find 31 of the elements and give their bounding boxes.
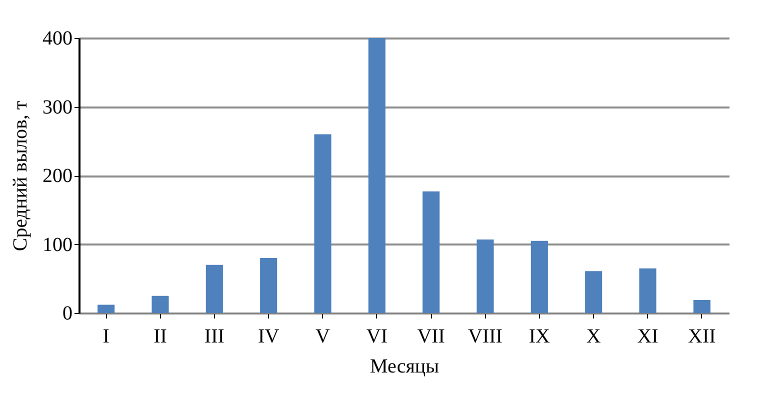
- x-tick-label: IV: [258, 326, 280, 348]
- x-tick-label: XI: [637, 326, 658, 348]
- bar: [476, 239, 494, 313]
- bar: [693, 300, 710, 313]
- x-tick-label: IX: [528, 326, 551, 348]
- bar: [639, 268, 656, 313]
- bar: [206, 264, 223, 313]
- bar: [98, 304, 115, 313]
- x-tick-label: VIII: [468, 326, 502, 348]
- x-tick-label: VI: [366, 326, 388, 348]
- bar: [314, 134, 332, 313]
- x-axis-title: Месяцы: [370, 356, 440, 378]
- y-tick-label: 300: [42, 96, 72, 118]
- y-tick-label: 200: [42, 165, 72, 187]
- bar: [585, 271, 602, 313]
- bar: [530, 240, 548, 313]
- bar: [368, 38, 386, 313]
- x-tick-label: VII: [417, 326, 445, 348]
- x-tick-label: II: [154, 326, 167, 348]
- x-tick-label: I: [102, 326, 110, 348]
- bar: [152, 296, 169, 313]
- bar: [260, 258, 278, 313]
- x-tick-label: X: [586, 326, 602, 348]
- y-tick-label: 100: [42, 234, 72, 256]
- y-axis-title: Средний вылов, т: [10, 100, 32, 252]
- x-tick-label: XII: [688, 326, 716, 348]
- x-tick-label: III: [204, 326, 224, 348]
- x-tick-label: V: [316, 326, 331, 348]
- y-tick-label: 400: [42, 28, 72, 50]
- bar: [422, 191, 440, 313]
- y-tick-label: 0: [62, 302, 72, 324]
